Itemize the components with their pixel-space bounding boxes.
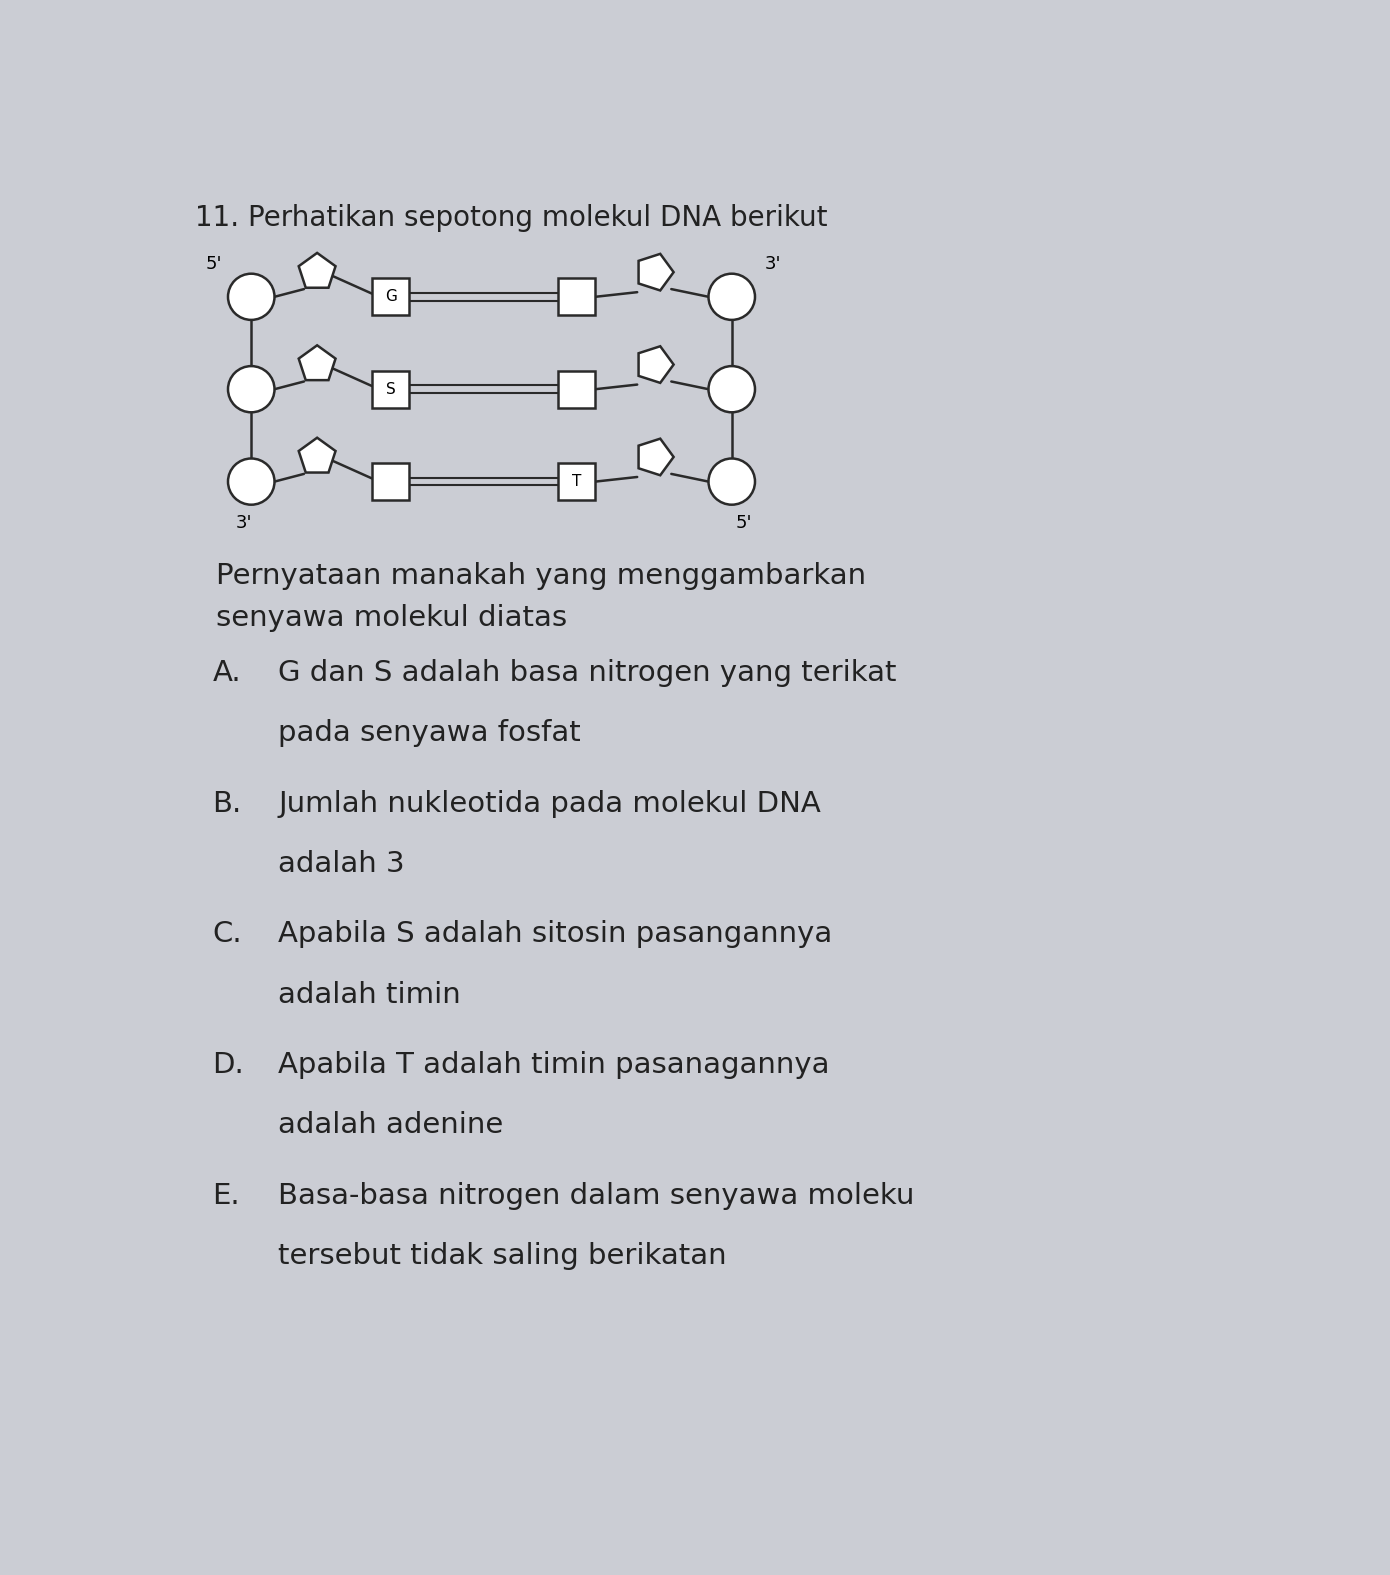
Text: 5': 5' bbox=[206, 255, 222, 274]
Text: adalah adenine: adalah adenine bbox=[278, 1112, 503, 1139]
Text: Apabila T adalah timin pasanagannya: Apabila T adalah timin pasanagannya bbox=[278, 1052, 830, 1079]
Polygon shape bbox=[299, 254, 335, 288]
Text: Pernyataan manakah yang menggambarkan
senyawa molekul diatas: Pernyataan manakah yang menggambarkan se… bbox=[217, 562, 866, 632]
Circle shape bbox=[228, 274, 274, 320]
Text: G: G bbox=[385, 290, 396, 304]
Text: 3': 3' bbox=[235, 513, 252, 532]
Circle shape bbox=[228, 458, 274, 504]
Text: pada senyawa fosfat: pada senyawa fosfat bbox=[278, 718, 581, 747]
Circle shape bbox=[228, 365, 274, 413]
Polygon shape bbox=[299, 345, 335, 380]
Text: D.: D. bbox=[213, 1052, 245, 1079]
Polygon shape bbox=[638, 254, 674, 290]
Text: adalah timin: adalah timin bbox=[278, 981, 461, 1008]
Polygon shape bbox=[638, 346, 674, 383]
Text: adalah 3: adalah 3 bbox=[278, 849, 404, 877]
Text: 3': 3' bbox=[765, 255, 781, 274]
Circle shape bbox=[709, 274, 755, 320]
Polygon shape bbox=[299, 438, 335, 472]
Polygon shape bbox=[638, 439, 674, 476]
Text: Apabila S adalah sitosin pasangannya: Apabila S adalah sitosin pasangannya bbox=[278, 920, 833, 948]
Text: E.: E. bbox=[213, 1183, 240, 1210]
Text: C.: C. bbox=[213, 920, 242, 948]
Text: G dan S adalah basa nitrogen yang terikat: G dan S adalah basa nitrogen yang terika… bbox=[278, 658, 897, 687]
Text: tersebut tidak saling berikatan: tersebut tidak saling berikatan bbox=[278, 1243, 727, 1271]
Bar bbox=[373, 463, 409, 501]
Text: 5': 5' bbox=[735, 513, 752, 532]
Circle shape bbox=[709, 365, 755, 413]
Text: Basa-basa nitrogen dalam senyawa moleku: Basa-basa nitrogen dalam senyawa moleku bbox=[278, 1183, 915, 1210]
Bar bbox=[373, 279, 409, 315]
Text: B.: B. bbox=[213, 789, 242, 817]
Text: S: S bbox=[386, 381, 396, 397]
Text: T: T bbox=[573, 474, 581, 490]
Bar bbox=[559, 370, 595, 408]
Text: A.: A. bbox=[213, 658, 240, 687]
Text: 11. Perhatikan sepotong molekul DNA berikut: 11. Perhatikan sepotong molekul DNA beri… bbox=[196, 205, 828, 233]
Circle shape bbox=[709, 458, 755, 504]
Bar bbox=[559, 463, 595, 501]
Text: Jumlah nukleotida pada molekul DNA: Jumlah nukleotida pada molekul DNA bbox=[278, 789, 821, 817]
Bar bbox=[559, 279, 595, 315]
Bar bbox=[373, 370, 409, 408]
